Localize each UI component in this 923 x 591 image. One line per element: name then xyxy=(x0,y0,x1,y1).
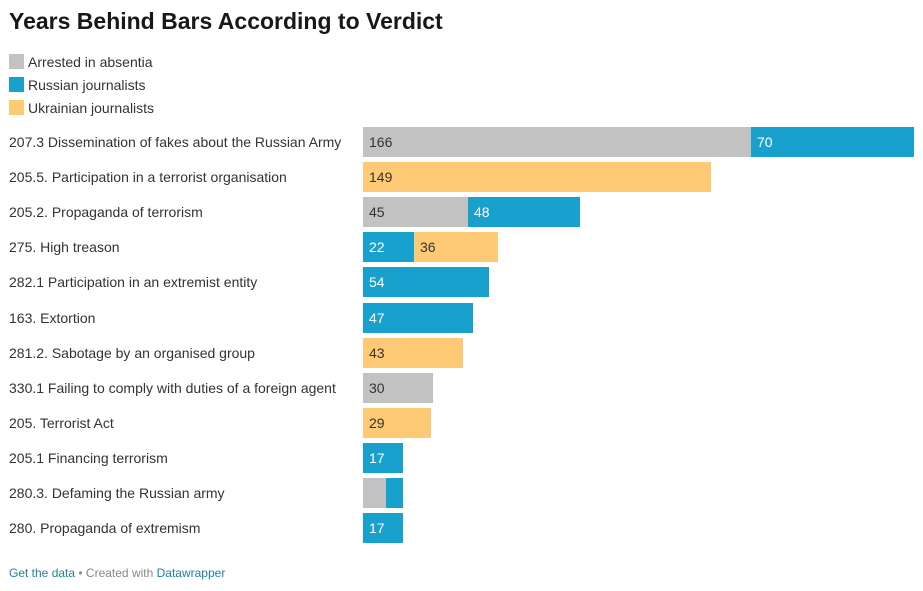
bar-segment xyxy=(386,478,403,508)
bar-row: 163. Extortion 47 xyxy=(0,301,923,336)
category-label: 280. Propaganda of extremism xyxy=(9,520,201,537)
category-label: 163. Extortion xyxy=(9,309,96,326)
bar-row: 281.2. Sabotage by an organised group 43 xyxy=(0,336,923,371)
bar-segment xyxy=(363,478,386,508)
bar-row: 205.2. Propaganda of terrorism 45 48 xyxy=(0,195,923,230)
category-label: 205. Terrorist Act xyxy=(9,414,114,431)
bar-segment: 47 xyxy=(363,302,473,333)
chart-legend: Arrested in absentia Russian journalists… xyxy=(9,50,154,119)
bar-value-label: 149 xyxy=(369,169,393,186)
footer-credit-text: • Created with xyxy=(75,566,157,580)
bar-segment: 45 xyxy=(363,197,468,228)
legend-swatch-arrested-in-absentia xyxy=(9,54,24,69)
bar-segment: 17 xyxy=(363,442,403,473)
category-label: 207.3 Dissemination of fakes about the R… xyxy=(9,134,342,150)
bar-segment: 43 xyxy=(363,337,463,368)
bar-value-label: 47 xyxy=(369,309,385,326)
datawrapper-link[interactable]: Datawrapper xyxy=(156,566,226,580)
bar-segment: 70 xyxy=(751,127,914,157)
bar-segment: 149 xyxy=(363,162,711,193)
bar-segment: 48 xyxy=(468,197,580,228)
bar-row: 280.3. Defaming the Russian army xyxy=(0,476,923,511)
legend-item-ukrainian-journalists: Ukrainian journalists xyxy=(9,96,154,119)
bar-row: 205.5. Participation in a terrorist orga… xyxy=(0,160,923,195)
get-the-data-link[interactable]: Get the data xyxy=(9,566,76,580)
bar-segment: 17 xyxy=(363,513,403,544)
bar-segment: 29 xyxy=(363,407,431,438)
bar-value-label: 43 xyxy=(369,344,385,361)
bar-value-label: 17 xyxy=(369,520,385,537)
bar-value-label: 54 xyxy=(369,274,385,291)
chart-footer: Get the data • Created with Datawrapper xyxy=(9,566,225,580)
category-label: 275. High treason xyxy=(9,239,120,256)
chart-title: Years Behind Bars According to Verdict xyxy=(9,8,443,34)
legend-item-arrested-in-absentia: Arrested in absentia xyxy=(9,50,154,73)
bar-value-label: 17 xyxy=(369,449,385,466)
bar-value-label: 30 xyxy=(369,379,385,396)
bar-row: 280. Propaganda of extremism 17 xyxy=(0,511,923,546)
bar-segment: 36 xyxy=(414,232,498,263)
category-label: 205.2. Propaganda of terrorism xyxy=(9,204,203,221)
legend-label-ukrainian-journalists: Ukrainian journalists xyxy=(28,99,155,116)
category-label: 330.1 Failing to comply with duties of a… xyxy=(9,379,336,396)
bar-segment: 54 xyxy=(363,267,489,298)
bar-segment: 30 xyxy=(363,372,433,403)
bar-row: 205.1 Financing terrorism 17 xyxy=(0,441,923,476)
bar-value-label: 70 xyxy=(757,134,773,150)
bar-value-label: 166 xyxy=(369,134,393,150)
bar-value-label: 45 xyxy=(369,204,385,221)
bar-row: 205. Terrorist Act 29 xyxy=(0,406,923,441)
bar-value-label: 29 xyxy=(369,414,385,431)
bar-row: 330.1 Failing to comply with duties of a… xyxy=(0,371,923,406)
bar-value-label: 36 xyxy=(420,239,436,256)
bar-segment: 22 xyxy=(363,232,414,263)
bar-row: 207.3 Dissemination of fakes about the R… xyxy=(0,125,923,160)
legend-label-arrested-in-absentia: Arrested in absentia xyxy=(28,53,153,70)
bar-segment: 166 xyxy=(363,127,751,157)
stacked-bar-chart: 207.3 Dissemination of fakes about the R… xyxy=(0,125,923,545)
category-label: 280.3. Defaming the Russian army xyxy=(9,485,225,501)
legend-swatch-ukrainian-journalists xyxy=(9,100,24,115)
bar-value-label: 48 xyxy=(474,204,490,221)
category-label: 281.2. Sabotage by an organised group xyxy=(9,344,255,361)
bar-row: 275. High treason 22 36 xyxy=(0,230,923,265)
legend-swatch-russian-journalists xyxy=(9,77,24,92)
category-label: 282.1 Participation in an extremist enti… xyxy=(9,274,258,291)
legend-label-russian-journalists: Russian journalists xyxy=(28,76,146,93)
category-label: 205.5. Participation in a terrorist orga… xyxy=(9,169,287,186)
bar-row: 282.1 Participation in an extremist enti… xyxy=(0,265,923,300)
category-label: 205.1 Financing terrorism xyxy=(9,449,168,466)
bar-value-label: 22 xyxy=(369,239,385,256)
legend-item-russian-journalists: Russian journalists xyxy=(9,73,154,96)
